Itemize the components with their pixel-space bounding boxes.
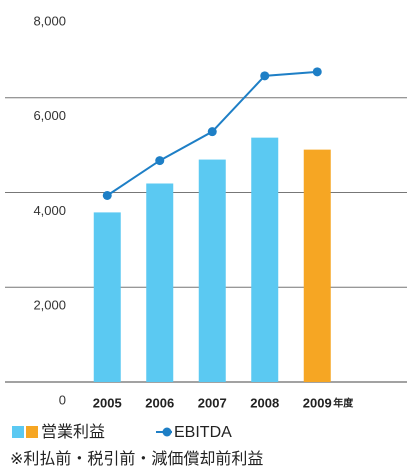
bar [146, 183, 174, 382]
legend-label: EBITDA [174, 424, 232, 441]
bar [198, 159, 226, 382]
line-point [102, 190, 112, 200]
y-tick-label: 8,000 [33, 13, 66, 28]
legend-marker [162, 427, 172, 437]
y-tick-label: 2,000 [33, 298, 66, 313]
line-point [312, 67, 322, 77]
line-point [207, 127, 217, 137]
line-point [260, 71, 270, 81]
legend-swatch [12, 426, 24, 438]
y-tick-label: 4,000 [33, 203, 66, 218]
y-tick-label: 6,000 [33, 108, 66, 123]
x-unit: 年度 [333, 397, 354, 410]
legend-swatch [26, 426, 38, 438]
legend-label: 営業利益 [41, 423, 105, 441]
x-tick-label: 2008 [250, 395, 279, 410]
note: ※利払前・税引前・減価償却前利益 [10, 450, 263, 468]
bar [251, 137, 279, 382]
bar [93, 212, 121, 382]
y-tick-label: 0 [59, 392, 66, 407]
line-point [155, 156, 165, 166]
x-tick-label: 2005 [93, 395, 122, 410]
bar [303, 149, 331, 382]
x-tick-label: 2007 [198, 395, 227, 410]
x-tick-label: 2006 [145, 395, 174, 410]
x-tick-label: 2009 [303, 395, 332, 410]
